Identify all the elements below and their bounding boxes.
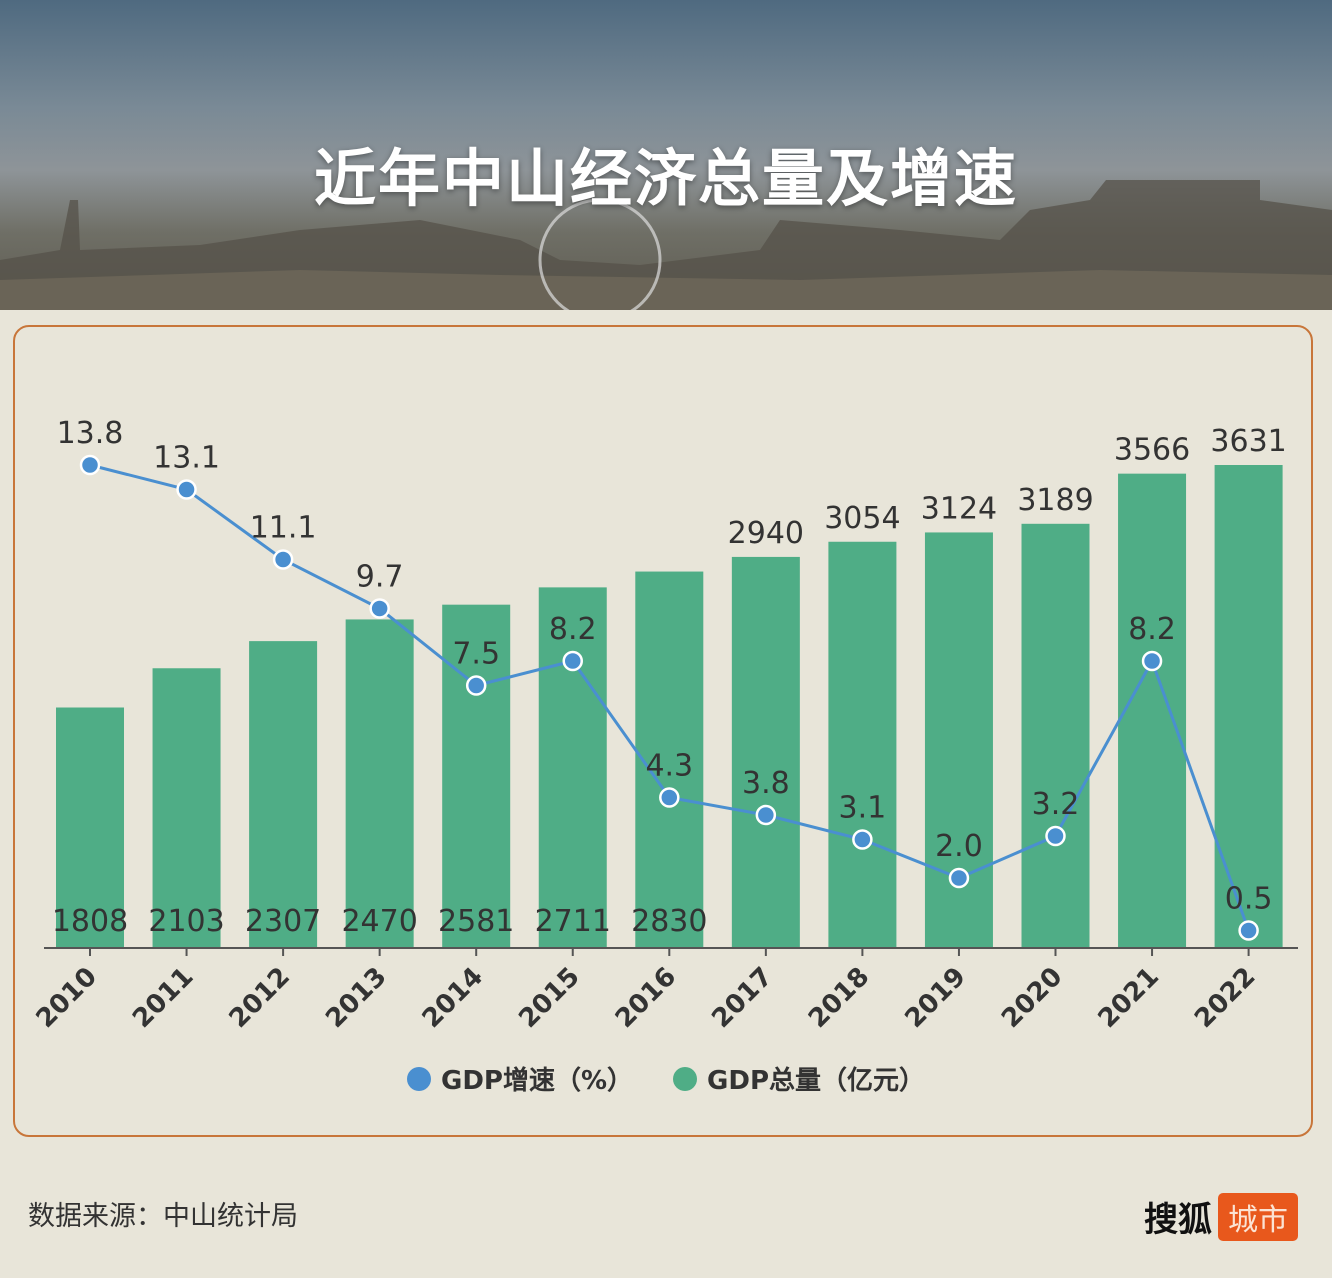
growth-point-2019 — [948, 867, 970, 889]
page-title: 近年中山经济总量及增速 — [313, 142, 1018, 215]
growth-value-label: 11.1 — [250, 511, 317, 546]
bar-value-label: 2470 — [341, 904, 417, 939]
growth-point-2014 — [465, 675, 487, 696]
bar-value-label: 2940 — [728, 516, 804, 551]
legend-label-growth: GDP增速（%） — [440, 1066, 634, 1096]
bar-2021 — [1118, 473, 1187, 948]
x-tick-label: 2022 — [1189, 962, 1261, 1034]
bar-2010 — [56, 707, 124, 948]
x-tick-label: 2013 — [320, 962, 392, 1034]
x-tick-label: 2019 — [900, 962, 972, 1034]
bar-value-label: 3631 — [1210, 424, 1286, 459]
growth-point-2018 — [852, 829, 873, 850]
legend-item-total: GDP总量（亿元） — [673, 1060, 925, 1097]
x-tick-label: 2016 — [610, 962, 682, 1034]
bar-2020 — [1021, 523, 1090, 948]
bar-value-label: 3566 — [1114, 433, 1190, 468]
bar-value-label: 2711 — [535, 904, 611, 939]
growth-point-2017 — [755, 804, 777, 826]
logo-text: 搜狐 — [1144, 1200, 1212, 1240]
x-tick-label: 2015 — [513, 962, 585, 1034]
city-skyline-image — [0, 180, 1332, 310]
growth-value-label: 8.2 — [1128, 612, 1176, 647]
x-tick-label: 2011 — [127, 962, 199, 1034]
bar-2017 — [731, 556, 800, 948]
growth-point-2016 — [659, 787, 680, 808]
legend-item-growth: GDP增速（%） — [406, 1060, 634, 1097]
growth-value-label: 13.8 — [57, 416, 124, 451]
sohu-logo: 搜狐 城市 — [1144, 1192, 1298, 1241]
growth-point-2012 — [272, 549, 294, 570]
bar-value-label: 2307 — [245, 904, 321, 939]
legend-dot-blue — [406, 1066, 431, 1091]
bar-value-label: 3124 — [921, 491, 997, 526]
x-tick-label: 2017 — [706, 962, 778, 1034]
bar-value-label: 1808 — [52, 904, 128, 939]
growth-value-label: 4.3 — [645, 749, 693, 784]
data-source: 数据来源：中山统计局 — [28, 1201, 298, 1232]
growth-value-label: 13.1 — [153, 441, 220, 476]
bar-2015 — [538, 587, 607, 948]
growth-value-label: 3.2 — [1032, 787, 1080, 822]
bar-value-label: 3189 — [1017, 483, 1093, 518]
chart-legend: GDP增速（%） GDP总量（亿元） — [0, 1060, 1332, 1097]
bar-value-label: 2103 — [148, 904, 224, 939]
x-tick-label: 2021 — [1093, 962, 1165, 1034]
growth-value-label: 3.8 — [742, 766, 790, 801]
growth-point-2013 — [369, 598, 390, 619]
growth-point-2020 — [1045, 825, 1066, 847]
growth-value-label: 8.2 — [549, 612, 597, 647]
logo-badge: 城市 — [1218, 1192, 1298, 1241]
bar-2016 — [635, 571, 704, 948]
growth-point-2022 — [1238, 920, 1259, 941]
chart-card — [13, 325, 1313, 1137]
legend-label-total: GDP总量（亿元） — [707, 1066, 925, 1096]
growth-value-label: 2.0 — [935, 829, 983, 864]
bar-value-label: 2581 — [438, 904, 514, 939]
growth-value-label: 3.1 — [839, 791, 887, 826]
x-tick-label: 2020 — [996, 962, 1068, 1034]
bar-value-label: 2830 — [631, 904, 707, 939]
growth-point-2015 — [562, 650, 583, 672]
growth-value-label: 0.5 — [1225, 882, 1273, 917]
growth-point-2011 — [176, 479, 197, 500]
x-tick-label: 2018 — [803, 962, 875, 1034]
bar-2013 — [345, 619, 414, 948]
bar-2011 — [152, 668, 221, 948]
growth-point-2010 — [79, 454, 101, 476]
bar-2022 — [1214, 465, 1283, 948]
bar-value-label: 3054 — [824, 501, 900, 536]
x-tick-label: 2012 — [224, 962, 296, 1034]
header-banner: 近年中山经济总量及增速 — [0, 0, 1332, 310]
growth-point-2021 — [1141, 650, 1163, 672]
growth-value-label: 9.7 — [356, 560, 404, 595]
bar-2014 — [442, 604, 511, 948]
bar-2012 — [249, 641, 318, 948]
x-tick-label: 2010 — [31, 962, 103, 1034]
x-tick-label: 2014 — [417, 962, 489, 1034]
bar-2018 — [828, 541, 897, 948]
growth-value-label: 7.5 — [452, 637, 500, 672]
legend-dot-green — [673, 1066, 698, 1091]
